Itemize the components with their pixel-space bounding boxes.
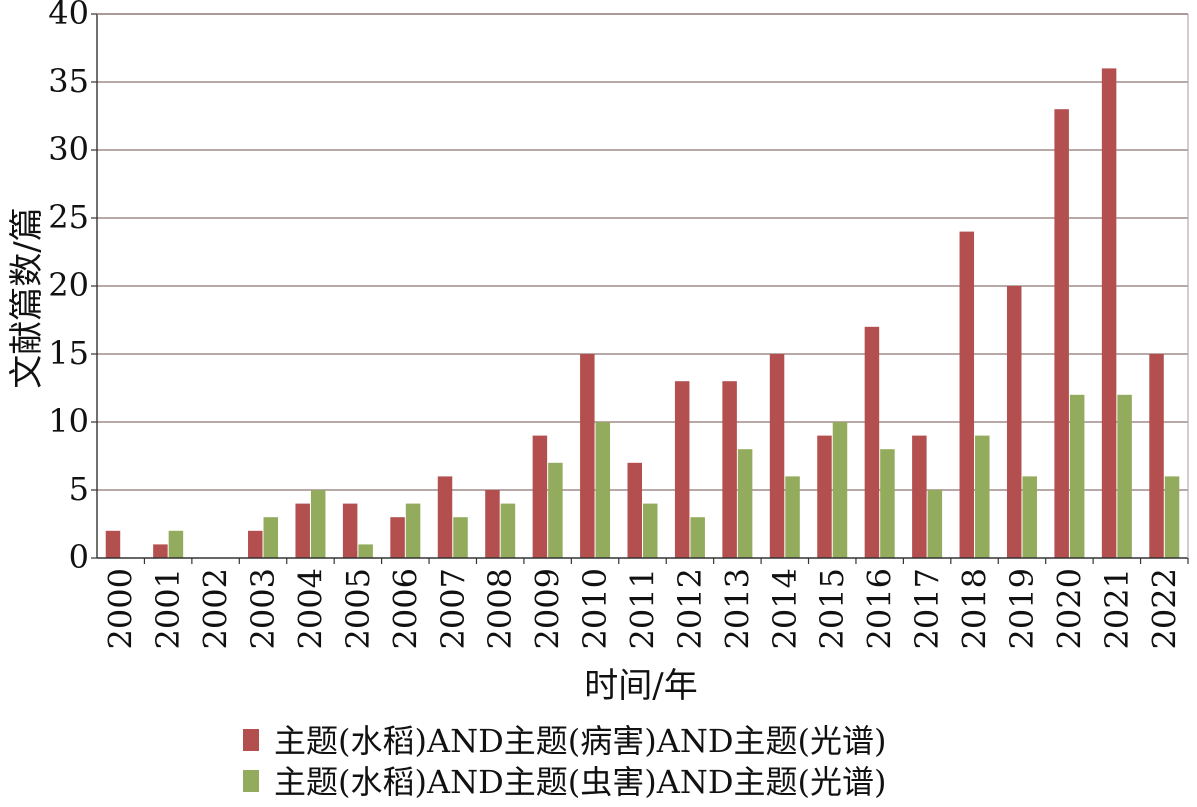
bar-disease (1054, 109, 1069, 558)
bar-pest (310, 490, 326, 558)
x-tick-label: 2017 (908, 568, 946, 649)
bars (105, 68, 1180, 559)
x-tick-label: 2013 (718, 568, 756, 649)
legend-swatch (243, 770, 259, 792)
y-tick-label: 40 (48, 0, 89, 32)
bar-disease (817, 435, 832, 558)
bar-disease (722, 381, 737, 558)
x-tick-label: 2016 (861, 568, 899, 649)
bar-pest (1164, 476, 1180, 558)
bar-pest (785, 476, 800, 558)
bar-pest (168, 530, 184, 558)
bar-disease (105, 530, 121, 558)
x-tick-label: 2000 (102, 568, 140, 649)
bar-disease (769, 354, 785, 558)
bar-pest (1022, 476, 1037, 558)
bar-pest (737, 449, 753, 558)
x-tick-label: 2005 (339, 568, 377, 649)
x-tick-label: 2007 (434, 568, 472, 649)
bar-pest (263, 517, 279, 558)
bar-disease (959, 231, 975, 558)
y-tick-label: 20 (48, 266, 89, 304)
bar-disease (580, 354, 595, 558)
x-tick-label: 2002 (197, 568, 235, 649)
bar-pest (453, 517, 468, 558)
bar-disease (342, 503, 358, 558)
x-tick-label: 2018 (956, 568, 994, 649)
x-tick-label: 2008 (481, 568, 519, 649)
bar-pest (643, 503, 658, 558)
legend-label: 主题(水稻)AND主题(病害)AND主题(光谱) (274, 722, 886, 760)
bar-disease (390, 517, 405, 558)
y-tick-label: 15 (48, 334, 89, 372)
bar-pest (548, 462, 563, 558)
legend-swatch (243, 729, 259, 751)
bar-disease (1006, 286, 1022, 558)
bar-disease (674, 381, 690, 558)
y-tick-label: 0 (69, 538, 89, 576)
x-tick-label: 2014 (766, 568, 804, 649)
grid-lines (97, 13, 1188, 491)
bar-disease (295, 503, 310, 558)
bar-pest (690, 517, 705, 558)
bar-pest (832, 422, 848, 558)
legend-label: 主题(水稻)AND主题(虫害)AND主题(光谱) (274, 763, 886, 801)
x-tick-label: 2019 (1003, 568, 1041, 649)
bar-disease (627, 462, 642, 558)
axes: 0 5 10 15 20 25 30 35 40 2000 2001 2002 2003 2004 2005… (48, 0, 1189, 649)
x-tick-label: 2011 (624, 568, 662, 649)
bar-disease (532, 435, 548, 558)
y-tick-label: 10 (48, 402, 89, 440)
bar-disease (864, 326, 880, 558)
x-tick-label: 2015 (813, 568, 851, 649)
x-axis-title: 时间/年 (584, 666, 697, 706)
bar-pest (500, 503, 516, 558)
x-tick-label: 2010 (576, 568, 614, 649)
x-tick-label: 2012 (671, 568, 709, 649)
x-tick-label: 2004 (291, 568, 329, 649)
x-tick-label: 2006 (386, 568, 424, 649)
y-tick-label: 25 (48, 198, 89, 236)
legend: 主题(水稻)AND主题(病害)AND主题(光谱)主题(水稻)AND主题(虫害)A… (243, 722, 886, 801)
bar-pest (405, 503, 421, 558)
bar-disease (437, 476, 453, 558)
bar-pest (1069, 394, 1085, 558)
bar-pest (595, 422, 611, 558)
bar-disease (1101, 68, 1117, 559)
bar-pest (1117, 394, 1132, 558)
y-axis-title: 文献篇数/篇 (7, 207, 47, 388)
y-tick-label: 35 (48, 62, 89, 100)
x-tick-label: 2021 (1098, 568, 1136, 649)
y-tick-label: 5 (69, 470, 89, 508)
x-tick-label: 2003 (244, 568, 282, 649)
x-tick-label: 2022 (1145, 568, 1183, 649)
bar-disease (153, 544, 168, 558)
bar-disease (1149, 354, 1164, 558)
bar-disease (485, 490, 500, 558)
y-tick-label: 30 (48, 130, 89, 168)
bar-pest (975, 435, 990, 558)
bar-pest (358, 544, 373, 558)
x-tick-label: 2001 (149, 568, 187, 649)
bar-disease (248, 530, 263, 558)
bar-disease (912, 435, 927, 558)
bar-pest (927, 490, 943, 558)
x-tick-label: 2009 (529, 568, 567, 649)
bar-pest (880, 449, 895, 558)
x-tick-label: 2020 (1050, 568, 1088, 649)
